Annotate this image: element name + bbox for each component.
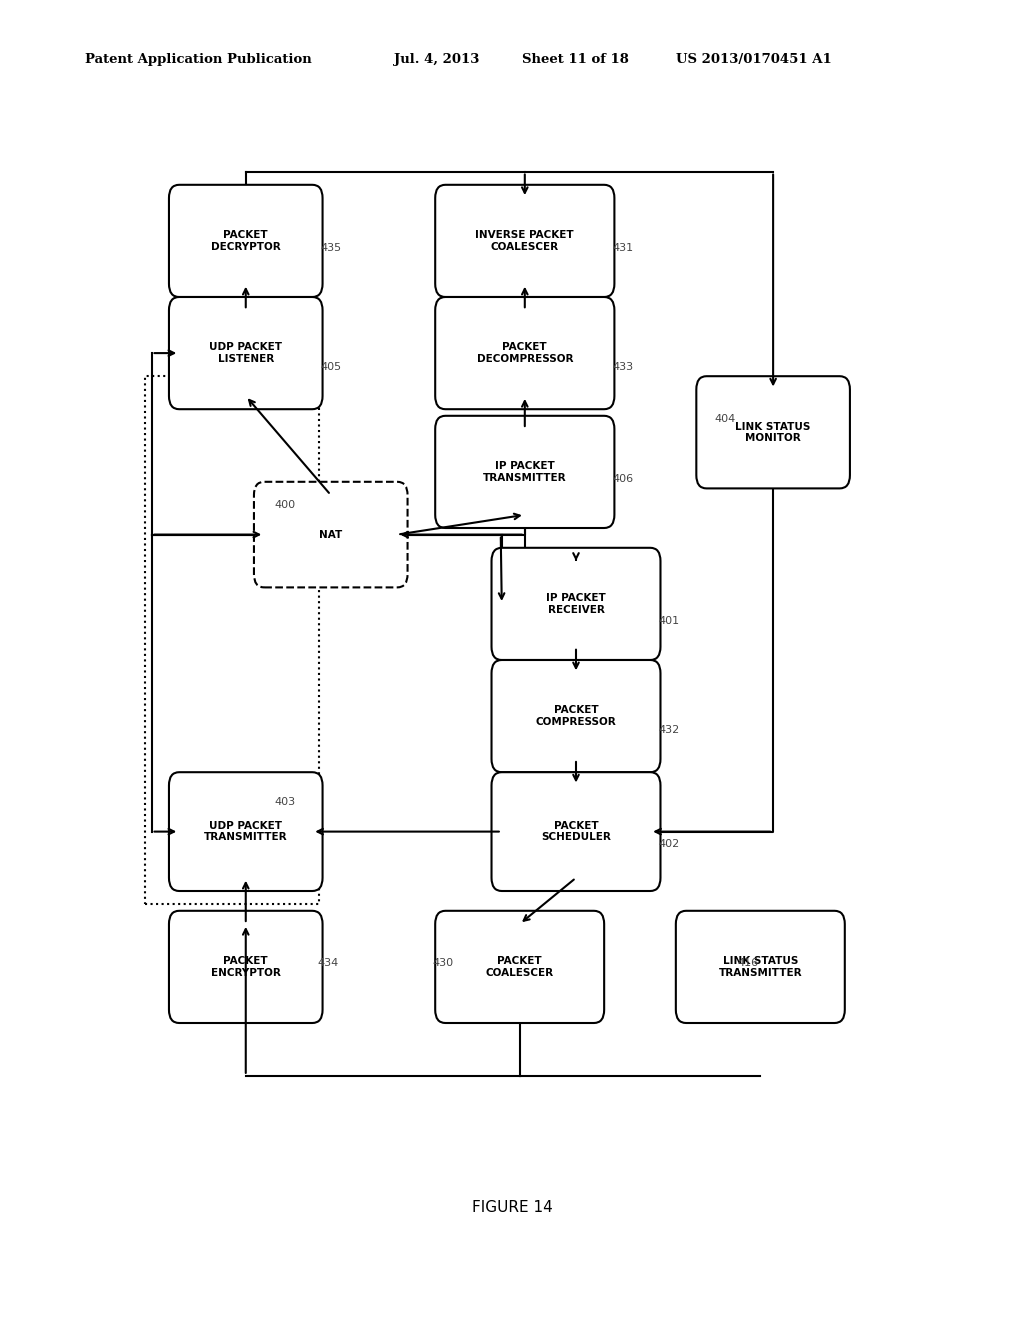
Text: PACKET
COALESCER: PACKET COALESCER [485,956,554,978]
Text: 404: 404 [715,414,736,425]
Text: 432: 432 [658,725,680,735]
Text: LINK STATUS
TRANSMITTER: LINK STATUS TRANSMITTER [719,956,802,978]
Text: 431: 431 [612,243,634,253]
Text: PACKET
ENCRYPTOR: PACKET ENCRYPTOR [211,956,281,978]
FancyBboxPatch shape [492,772,660,891]
Text: 434: 434 [317,958,339,969]
Text: FIGURE 14: FIGURE 14 [472,1200,552,1216]
FancyBboxPatch shape [169,185,323,297]
Text: Patent Application Publication: Patent Application Publication [85,53,311,66]
FancyBboxPatch shape [492,548,660,660]
Text: 406: 406 [612,474,634,484]
FancyBboxPatch shape [169,911,323,1023]
FancyBboxPatch shape [696,376,850,488]
Text: US 2013/0170451 A1: US 2013/0170451 A1 [676,53,831,66]
Text: 405: 405 [321,362,342,372]
Text: LINK STATUS
MONITOR: LINK STATUS MONITOR [735,421,811,444]
FancyBboxPatch shape [435,416,614,528]
Text: 430: 430 [432,958,454,969]
Text: UDP PACKET
TRANSMITTER: UDP PACKET TRANSMITTER [204,821,288,842]
FancyBboxPatch shape [169,772,323,891]
Text: IP PACKET
RECEIVER: IP PACKET RECEIVER [546,593,606,615]
Text: INVERSE PACKET
COALESCER: INVERSE PACKET COALESCER [475,230,574,252]
Text: Sheet 11 of 18: Sheet 11 of 18 [522,53,629,66]
FancyBboxPatch shape [676,911,845,1023]
FancyBboxPatch shape [435,185,614,297]
FancyBboxPatch shape [435,297,614,409]
Text: PACKET
DECOMPRESSOR: PACKET DECOMPRESSOR [476,342,573,364]
Text: 402: 402 [658,840,680,850]
Text: IP PACKET
TRANSMITTER: IP PACKET TRANSMITTER [483,461,566,483]
Text: 401: 401 [658,616,680,627]
Text: PACKET
SCHEDULER: PACKET SCHEDULER [541,821,611,842]
Text: 403: 403 [274,797,296,808]
Text: 416: 416 [737,958,759,969]
Text: 433: 433 [612,362,634,372]
FancyBboxPatch shape [492,660,660,772]
Text: Jul. 4, 2013: Jul. 4, 2013 [394,53,479,66]
Text: NAT: NAT [319,529,342,540]
Text: UDP PACKET
LISTENER: UDP PACKET LISTENER [209,342,283,364]
Text: PACKET
DECRYPTOR: PACKET DECRYPTOR [211,230,281,252]
Text: 400: 400 [274,500,296,511]
Text: 435: 435 [321,243,342,253]
Text: PACKET
COMPRESSOR: PACKET COMPRESSOR [536,705,616,727]
FancyBboxPatch shape [169,297,323,409]
FancyBboxPatch shape [254,482,408,587]
FancyBboxPatch shape [435,911,604,1023]
